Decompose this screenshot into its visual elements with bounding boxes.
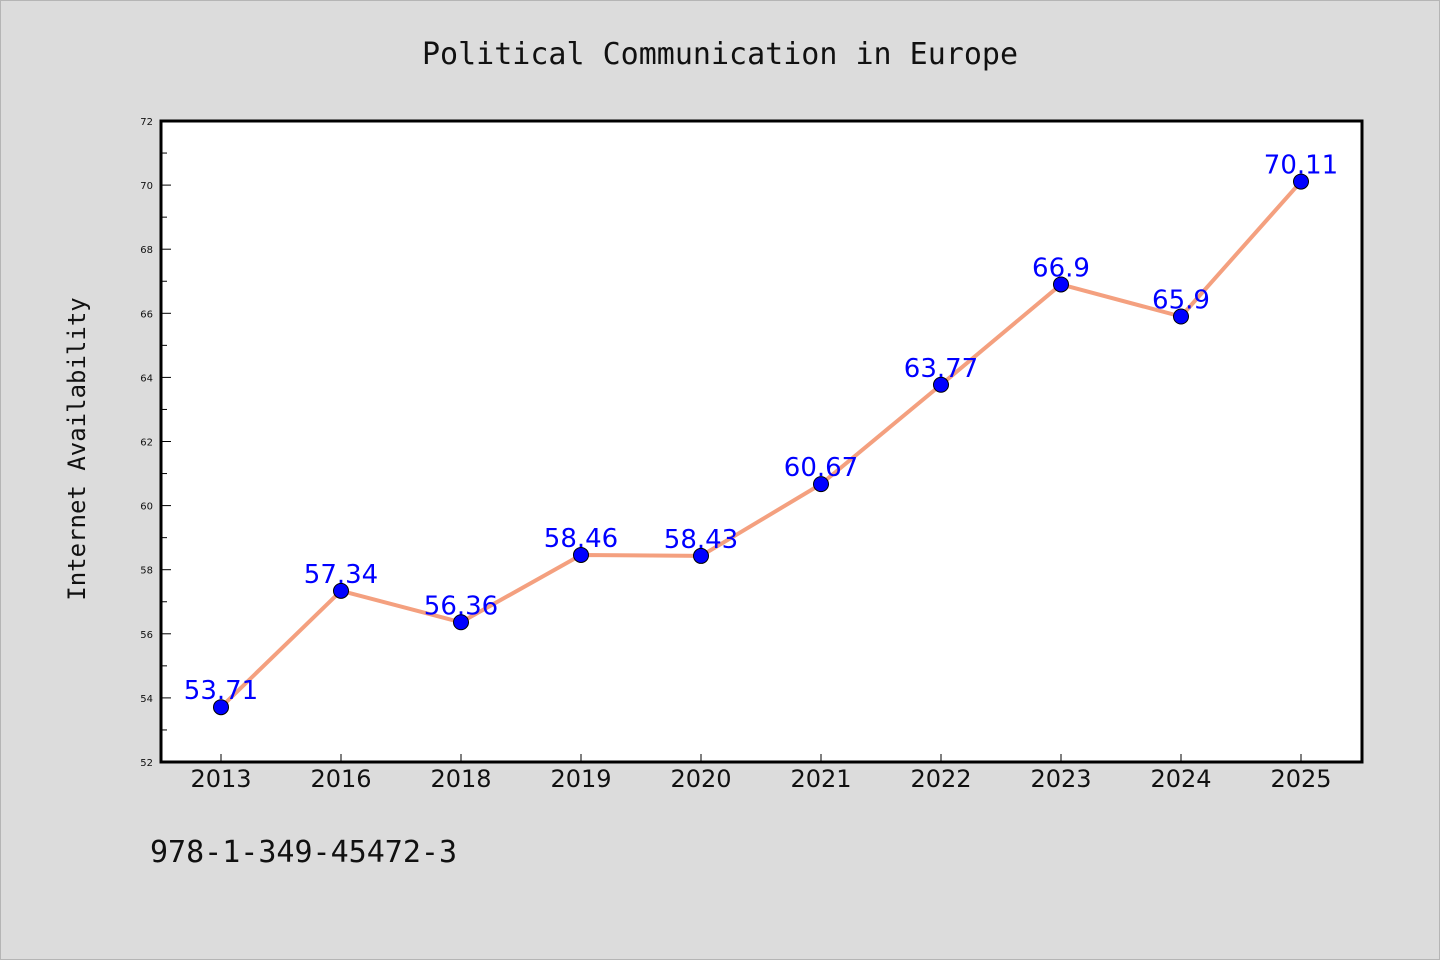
series-line — [219, 179, 1303, 710]
x-tick-label-2022: 2022 — [910, 765, 971, 793]
x-tick-label-2013: 2013 — [190, 765, 251, 793]
x-tick-label-2019: 2019 — [550, 765, 611, 793]
y-tick-label: 62 — [140, 438, 153, 449]
data-point-2018 — [453, 614, 469, 631]
data-label-2021: 60.67 — [784, 453, 858, 483]
y-axis-label: Internet Availability — [63, 297, 91, 600]
series-layer: 53.71 57.34 56.36 58.46 58.43 60.67 63.77 66.9 6… — [184, 151, 1338, 716]
y-tick-label: 68 — [140, 245, 153, 256]
data-label-2016: 57.34 — [304, 560, 378, 590]
data-point-2021 — [813, 476, 829, 493]
x-tick-label-2018: 2018 — [430, 765, 491, 793]
data-label-2013: 53.71 — [184, 676, 258, 706]
data-label-2022: 63.77 — [904, 354, 978, 384]
data-label-2020: 58.43 — [664, 525, 738, 555]
data-point-2025 — [1293, 173, 1309, 190]
y-tick-label: 54 — [140, 694, 153, 705]
y-tick-label: 52 — [140, 758, 153, 769]
x-axis-ticks: 2013 2016 2018 2019 2020 2021 2022 2023 2024 2025 — [190, 754, 1332, 793]
data-point-2020 — [693, 547, 709, 564]
data-label-2023: 66.9 — [1032, 253, 1090, 283]
plot-area — [159, 119, 1364, 764]
data-point-2016 — [333, 582, 349, 599]
data-point-2023 — [1053, 276, 1069, 293]
x-tick-label-2025: 2025 — [1270, 765, 1331, 793]
y-tick-label: 58 — [140, 566, 153, 577]
y-tick-label: 70 — [140, 181, 153, 192]
y-tick-label: 72 — [140, 117, 153, 128]
y-tick-label: 56 — [140, 630, 153, 641]
chart-title: Political Communication in Europe — [422, 37, 1018, 72]
x-tick-label-2024: 2024 — [1150, 765, 1211, 793]
y-tick-label: 66 — [140, 309, 153, 320]
data-point-2022 — [933, 376, 949, 393]
y-tick-label: 60 — [140, 502, 153, 513]
data-point-2019 — [573, 546, 589, 563]
footnote-isbn: 978-1-349-45472-3 — [150, 835, 458, 870]
y-axis-ticks: 52 54 56 58 60 62 64 66 68 70 72 — [140, 117, 171, 769]
data-label-2024: 65.9 — [1152, 286, 1210, 316]
y-tick-label: 64 — [140, 373, 153, 384]
x-tick-label-2020: 2020 — [670, 765, 731, 793]
data-point-2024 — [1173, 308, 1189, 325]
data-label-2018: 56.36 — [424, 591, 498, 621]
data-point-2013 — [213, 699, 229, 716]
x-tick-label-2023: 2023 — [1030, 765, 1091, 793]
x-tick-label-2021: 2021 — [790, 765, 851, 793]
data-label-2025: 70.11 — [1264, 151, 1338, 181]
data-label-2019: 58.46 — [544, 524, 618, 554]
x-tick-label-2016: 2016 — [310, 765, 371, 793]
